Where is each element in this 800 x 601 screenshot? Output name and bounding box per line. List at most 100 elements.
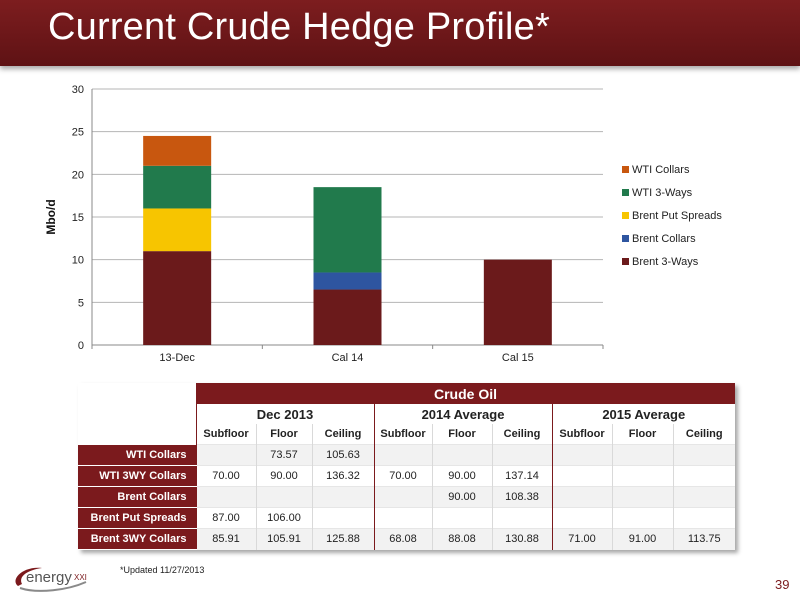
table-cell xyxy=(672,486,735,508)
legend-label: WTI 3-Ways xyxy=(632,187,693,199)
bar-brent-3-ways xyxy=(143,251,212,345)
table-cell: 68.08 xyxy=(373,528,432,550)
column-header: Ceiling xyxy=(491,424,552,445)
legend-swatch xyxy=(622,189,629,196)
table-cell: 136.32 xyxy=(311,465,374,487)
table-cell: 108.38 xyxy=(491,486,552,508)
table-cell xyxy=(672,465,735,487)
table-row: WTI Collars 73.57 105.63 xyxy=(78,444,735,466)
table-cell xyxy=(311,507,374,529)
footnote: *Updated 11/27/2013 xyxy=(120,565,205,575)
period-header: 2015 Average xyxy=(551,404,735,424)
company-logo: energy XXI xyxy=(8,560,118,596)
page-title: Current Crude Hedge Profile* xyxy=(48,6,550,48)
table-title: Crude Oil xyxy=(196,383,735,404)
table-cell: 87.00 xyxy=(195,507,256,529)
table-cell xyxy=(672,444,735,466)
bar-brent-3-ways xyxy=(483,259,552,345)
table-row: Brent Collars 90.00 108.38 xyxy=(78,486,735,508)
table-cell xyxy=(611,486,673,508)
table-cell: 106.00 xyxy=(255,507,312,529)
table-cell xyxy=(195,486,256,508)
row-label: WTI 3WY Collars xyxy=(78,465,196,487)
table-cell: 130.88 xyxy=(491,528,552,550)
page-number: 39 xyxy=(775,577,790,592)
table-cell xyxy=(431,507,492,529)
table-cell: 90.00 xyxy=(431,486,492,508)
table-corner xyxy=(78,424,196,445)
y-tick-label: 0 xyxy=(78,340,84,352)
table-cell: 85.91 xyxy=(195,528,256,550)
row-label: Brent Put Spreads xyxy=(78,507,196,529)
table-cell: 90.00 xyxy=(431,465,492,487)
row-label: Brent 3WY Collars xyxy=(78,528,196,550)
legend-swatch xyxy=(622,258,629,265)
table-row: Brent Put Spreads 87.00 106.00 xyxy=(78,507,735,529)
y-tick-label: 5 xyxy=(78,297,84,309)
table-cell xyxy=(672,507,735,529)
table-cell xyxy=(373,444,432,466)
table-cell xyxy=(611,465,673,487)
row-label: WTI Collars xyxy=(78,444,196,466)
table-cell xyxy=(551,465,612,487)
table-cell: 105.63 xyxy=(311,444,374,466)
column-header: Floor xyxy=(431,424,492,445)
table-cell: 73.57 xyxy=(255,444,312,466)
table-cell: 113.75 xyxy=(672,528,735,550)
period-header: Dec 2013 xyxy=(195,404,374,424)
table-cell xyxy=(491,444,552,466)
table-cell xyxy=(431,444,492,466)
table-cell: 137.14 xyxy=(491,465,552,487)
table-cell: 125.88 xyxy=(311,528,374,550)
column-header: Subfloor xyxy=(373,424,432,445)
bar-wti-3-ways xyxy=(313,187,382,273)
table-cell: 88.08 xyxy=(431,528,492,550)
legend-swatch xyxy=(622,235,629,242)
legend-label: Brent Put Spreads xyxy=(632,210,722,222)
svg-text:XXI: XXI xyxy=(74,573,87,582)
table-cell: 71.00 xyxy=(551,528,612,550)
legend-label: Brent Collars xyxy=(632,233,696,245)
table-cell xyxy=(551,444,612,466)
table-cell xyxy=(551,507,612,529)
x-tick-label: 13-Dec xyxy=(159,352,195,364)
y-tick-label: 20 xyxy=(72,169,84,181)
x-tick-label: Cal 14 xyxy=(332,352,364,364)
legend-label: Brent 3-Ways xyxy=(632,256,699,268)
bar-wti-collars xyxy=(143,135,212,166)
y-tick-label: 15 xyxy=(72,212,84,224)
y-axis-label: Mbo/d xyxy=(44,199,58,234)
table-cell xyxy=(551,486,612,508)
table-cell xyxy=(255,486,312,508)
table-cell: 90.00 xyxy=(255,465,312,487)
y-tick-label: 25 xyxy=(72,127,84,139)
bar-brent-put-spreads xyxy=(143,208,212,252)
table-cell xyxy=(311,486,374,508)
column-header: Floor xyxy=(255,424,312,445)
legend-swatch xyxy=(622,166,629,173)
title-bar: Current Crude Hedge Profile* xyxy=(0,0,800,66)
table-cell: 105.91 xyxy=(255,528,312,550)
column-header: Subfloor xyxy=(551,424,612,445)
column-header: Floor xyxy=(611,424,673,445)
hedge-chart: 0 5 10 15 20 25 30 Mbo/d 13-Dec Cal 14 Cal 15 WTI C… xyxy=(44,84,722,364)
table-cell xyxy=(373,486,432,508)
bar-brent-3-ways xyxy=(313,289,382,345)
period-header: 2014 Average xyxy=(373,404,552,424)
x-tick-label: Cal 15 xyxy=(502,352,534,364)
table-cell: 91.00 xyxy=(611,528,673,550)
table-cell xyxy=(611,507,673,529)
column-header: Subfloor xyxy=(195,424,256,445)
table-cell: 70.00 xyxy=(373,465,432,487)
crude-oil-table: Crude Oil Dec 2013 2014 Average 2015 Averag… xyxy=(78,383,735,550)
table-corner xyxy=(78,383,196,404)
legend-swatch xyxy=(622,212,629,219)
bar-wti-3-ways xyxy=(143,165,212,209)
column-header: Ceiling xyxy=(311,424,374,445)
table-cell: 70.00 xyxy=(195,465,256,487)
bar-brent-collars xyxy=(313,272,382,290)
table-row: WTI 3WY Collars 70.00 90.00 136.32 70.00 90.0… xyxy=(78,465,735,487)
table-cell xyxy=(195,444,256,466)
table-corner xyxy=(78,404,196,424)
legend-label: WTI Collars xyxy=(632,164,690,176)
